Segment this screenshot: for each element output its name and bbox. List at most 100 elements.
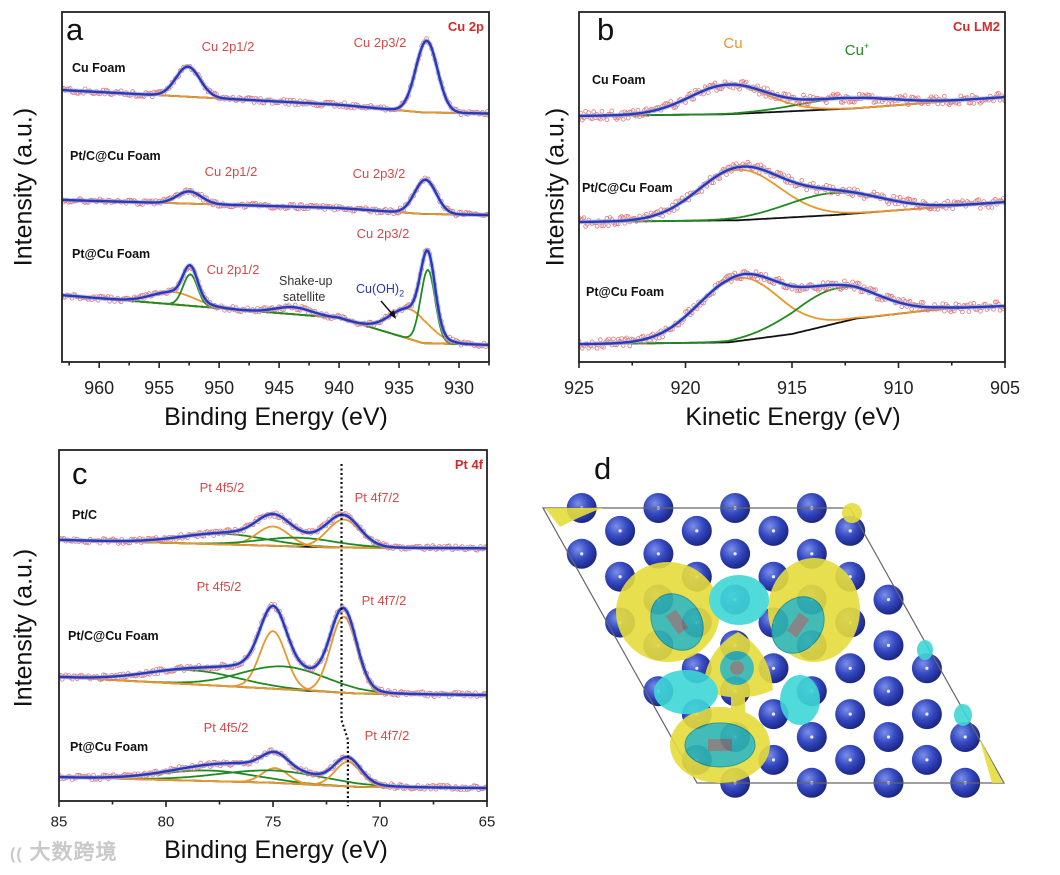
isosurface-negative (954, 704, 972, 726)
data-point (953, 301, 959, 307)
peak-label: Pt 4f7/2 (361, 593, 407, 608)
chart-title-b: Cu LM2 (953, 19, 1000, 34)
sample-label-pt-cu-foam: Pt@Cu Foam (586, 285, 665, 299)
data-point (794, 100, 800, 106)
carbon-atom (786, 612, 810, 638)
data-point (579, 215, 582, 221)
peak-label: Pt 4f5/2 (196, 579, 242, 594)
data-point (889, 101, 895, 106)
x-tick-label: 75 (265, 813, 282, 830)
data-point (583, 109, 588, 114)
sample-cu-foam (62, 36, 489, 119)
data-point (897, 194, 903, 200)
data-point (786, 173, 791, 179)
atom-highlight (656, 552, 661, 556)
data-point (579, 117, 585, 123)
sample-label-ptc-cu-foam: Pt/C@Cu Foam (582, 181, 673, 195)
atom-highlight (886, 735, 891, 739)
panel-d-charge-density-model (541, 493, 1006, 798)
atom-highlight (848, 758, 852, 762)
atom-highlight (925, 666, 929, 670)
isosurface-positive (979, 737, 1003, 783)
data-point (59, 772, 62, 778)
sample-label-ptc-cu-foam: Pt/C@Cu Foam (70, 149, 161, 163)
x-tick-label: 940 (324, 378, 354, 398)
atom-highlight (771, 712, 776, 716)
plot-frame (61, 11, 490, 363)
x-tick-label: 950 (204, 378, 234, 398)
data-point (935, 207, 941, 212)
peak-label: Cu 2p1/2 (201, 39, 255, 54)
x-tick-label: 65 (479, 813, 496, 830)
data-point (838, 100, 844, 105)
envelope-line (59, 750, 487, 790)
atom-highlight (810, 735, 814, 739)
data-point (886, 101, 891, 106)
atom-highlight (580, 552, 584, 556)
data-point (806, 101, 811, 107)
atom-highlight (848, 529, 852, 533)
component-label-cu: Cu (723, 35, 743, 52)
x-tick-label: 945 (264, 378, 294, 398)
component-text: Cu (844, 42, 864, 59)
peak-label: Cu 2p3/2 (356, 226, 410, 241)
atom-highlight (618, 575, 622, 579)
sample-label-ptc: Pt/C (72, 508, 97, 522)
data-point (969, 92, 975, 98)
data-point (763, 94, 769, 99)
atom-highlight (695, 666, 699, 670)
plot-area (62, 36, 489, 350)
x-tick-label: 930 (444, 378, 474, 398)
data-point (599, 109, 605, 114)
data-point (950, 206, 955, 212)
carbon-ring-group (684, 722, 756, 768)
data-point (583, 224, 588, 229)
data-point (758, 162, 764, 168)
x-tick-label: 925 (564, 378, 594, 398)
sample-pt-c-cu-foam (59, 602, 487, 700)
isosurface-negative (709, 575, 769, 625)
x-tick-label: 935 (384, 378, 414, 398)
atom-highlight (618, 529, 622, 533)
arrow-head-icon (389, 310, 396, 319)
envelope-line (579, 272, 1005, 346)
x-tick-label: 920 (670, 378, 700, 398)
peak-label: Cu 2p1/2 (204, 164, 258, 179)
x-tick-label: 955 (144, 378, 174, 398)
data-point (994, 299, 1000, 305)
peak-label: Cu 2p3/2 (353, 35, 407, 50)
data-point (620, 117, 626, 122)
data-point (850, 279, 855, 285)
data-point (484, 695, 487, 700)
fit-component-orange (62, 65, 489, 115)
annotation-shake-up: Shake-up (279, 274, 333, 288)
panel-label-d: d (594, 451, 612, 486)
envelope-line (579, 83, 1005, 118)
sample-cu-foam (579, 79, 1005, 123)
data-point (942, 308, 947, 314)
atom-highlight (695, 529, 699, 533)
panel-label-b: b (597, 12, 615, 47)
x-tick-label: 960 (84, 378, 114, 398)
peak-label: Pt 4f7/2 (364, 728, 410, 743)
atom-highlight (886, 598, 891, 602)
annotation-satellite: satellite (283, 290, 326, 304)
x-tick-label: 905 (990, 378, 1020, 398)
sample-label-pt-cu-foam: Pt@Cu Foam (72, 247, 151, 261)
isosurface-negative (917, 640, 933, 660)
watermark: (( 大数跨境 (10, 841, 118, 864)
charge-density-isosurface (545, 503, 1003, 783)
data-point (919, 299, 924, 305)
data-point (842, 278, 847, 284)
sample-label-pt-cu-foam: Pt@Cu Foam (70, 740, 149, 754)
data-point (958, 93, 964, 99)
annotation-text: Cu(OH) (356, 282, 400, 296)
x-axis-title-a: Binding Energy (eV) (164, 403, 388, 431)
peak-label: Cu 2p3/2 (352, 166, 406, 181)
y-axis-title-c: Intensity (a.u.) (9, 548, 38, 708)
component-superscript: + (863, 41, 870, 51)
peak-label: Cu 2p1/2 (206, 262, 260, 277)
chart-title-c: Pt 4f (454, 457, 483, 472)
data-point (606, 223, 611, 229)
data-point (909, 306, 914, 312)
